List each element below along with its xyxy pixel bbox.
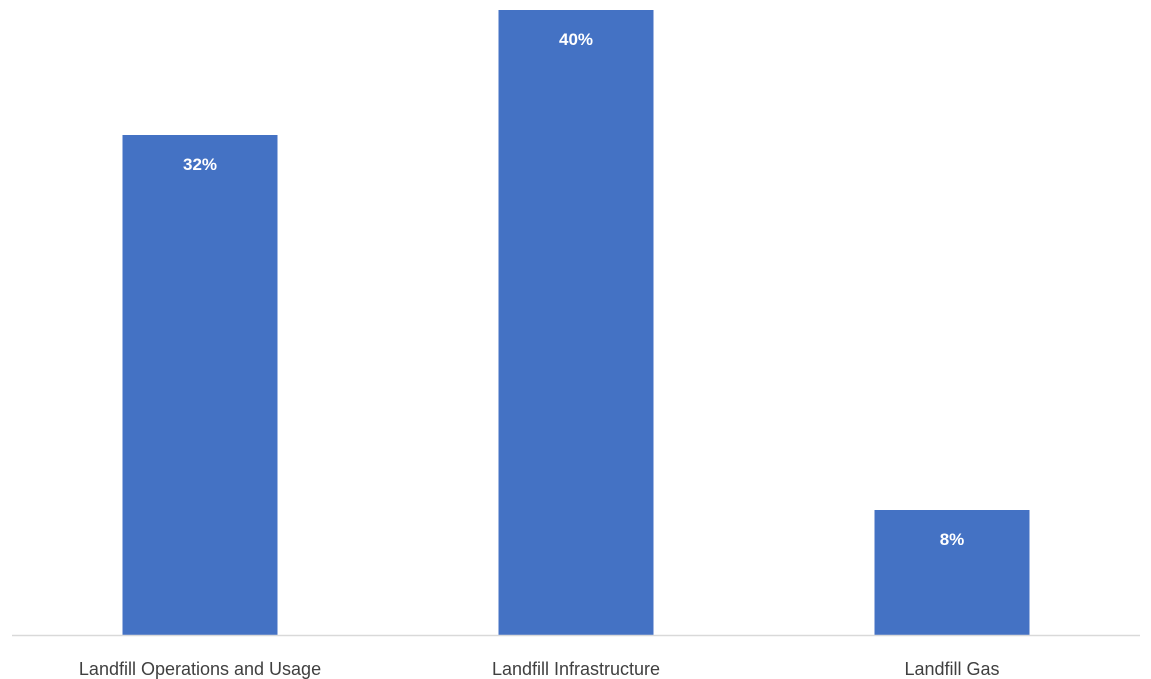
bars-layer	[122, 10, 1030, 635]
bar-1	[498, 10, 654, 635]
category-label-1: Landfill Infrastructure	[492, 659, 660, 679]
category-label-0: Landfill Operations and Usage	[79, 659, 321, 679]
data-label-1: 40%	[559, 30, 593, 49]
data-label-0: 32%	[183, 155, 217, 174]
bar-0	[122, 135, 278, 635]
data-label-2: 8%	[940, 530, 965, 549]
labels-layer: 32% Landfill Operations and Usage 40% Landf…	[79, 30, 1000, 679]
category-label-2: Landfill Gas	[904, 659, 999, 679]
bar-2	[874, 510, 1030, 635]
